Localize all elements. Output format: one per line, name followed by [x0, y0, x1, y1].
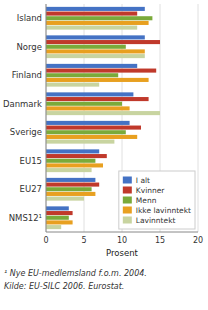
y-tick-label: Finland [12, 70, 42, 80]
bar [46, 211, 73, 215]
bar [46, 21, 149, 25]
bar [46, 183, 99, 187]
bar [46, 64, 137, 68]
legend: I altKvinnerMennIkke lavinntektLavinntek… [119, 171, 195, 229]
bar [46, 111, 160, 115]
y-tick-label: Island [17, 13, 42, 23]
bar [46, 69, 156, 73]
legend-swatch [123, 207, 132, 214]
grid-line [46, 4, 47, 232]
bar [46, 197, 84, 201]
bar [46, 140, 114, 144]
bars [46, 7, 160, 229]
legend-label: Lavinntekt [136, 216, 176, 225]
bar [46, 206, 69, 210]
x-tick-label: 0 [43, 236, 48, 245]
footnote: ¹ Nye EU-medlemsland f.o.m. 2004. [4, 269, 147, 278]
bar [46, 130, 126, 134]
x-axis-label: Prosent [106, 248, 139, 258]
bar [46, 126, 141, 130]
grid-line [198, 4, 199, 232]
bar [46, 73, 118, 77]
legend-label: Ikke lavinntekt [136, 206, 191, 215]
x-tick-label: 15 [155, 236, 165, 245]
y-tick-label: Sverige [10, 127, 42, 137]
y-tick-label: NMS12¹ [9, 213, 42, 223]
bar [46, 106, 130, 110]
x-axis-line [46, 232, 198, 233]
legend-swatch [123, 197, 132, 204]
legend-label: Kvinner [136, 186, 166, 195]
legend-box [119, 171, 195, 229]
background [0, 0, 208, 310]
bar [46, 168, 92, 172]
bar [46, 163, 103, 167]
bar [46, 78, 149, 82]
bar [46, 45, 126, 49]
bar [46, 178, 95, 182]
bar [46, 192, 95, 196]
footnote: Kilde: EU-SILC 2006. Eurostat. [4, 282, 124, 291]
bar [46, 35, 145, 39]
bar [46, 40, 160, 44]
bar [46, 149, 99, 153]
bar [46, 154, 107, 158]
y-axis-line [46, 4, 47, 232]
bar [46, 26, 137, 30]
bar [46, 97, 149, 101]
bar [46, 83, 99, 87]
chart: 0 5 10 15 20 Island Norge Finland Danmark Sverige… [0, 0, 208, 310]
legend-label: I alt [136, 176, 150, 185]
x-tick-label: 5 [81, 236, 86, 245]
bar [46, 54, 145, 58]
bar [46, 102, 122, 106]
bar [46, 16, 152, 20]
bar [46, 216, 69, 220]
y-tick-label: EU27 [20, 184, 42, 194]
bar [46, 121, 130, 125]
y-tick-label: Norge [16, 42, 42, 52]
bar [46, 187, 92, 191]
bar [46, 49, 145, 53]
bar [46, 12, 137, 16]
bar [46, 7, 145, 11]
x-tick-label: 20 [193, 236, 203, 245]
legend-label: Menn [136, 196, 157, 205]
y-tick-label: EU15 [20, 156, 42, 166]
legend-swatch [123, 217, 132, 224]
legend-swatch [123, 187, 132, 194]
bar [46, 92, 133, 96]
bar [46, 135, 137, 139]
legend-swatch [123, 177, 132, 184]
bar [46, 220, 73, 224]
grid [46, 4, 198, 232]
bar [46, 225, 61, 229]
x-tick-label: 10 [117, 236, 127, 245]
y-tick-label: Danmark [3, 99, 42, 109]
bar [46, 159, 95, 163]
